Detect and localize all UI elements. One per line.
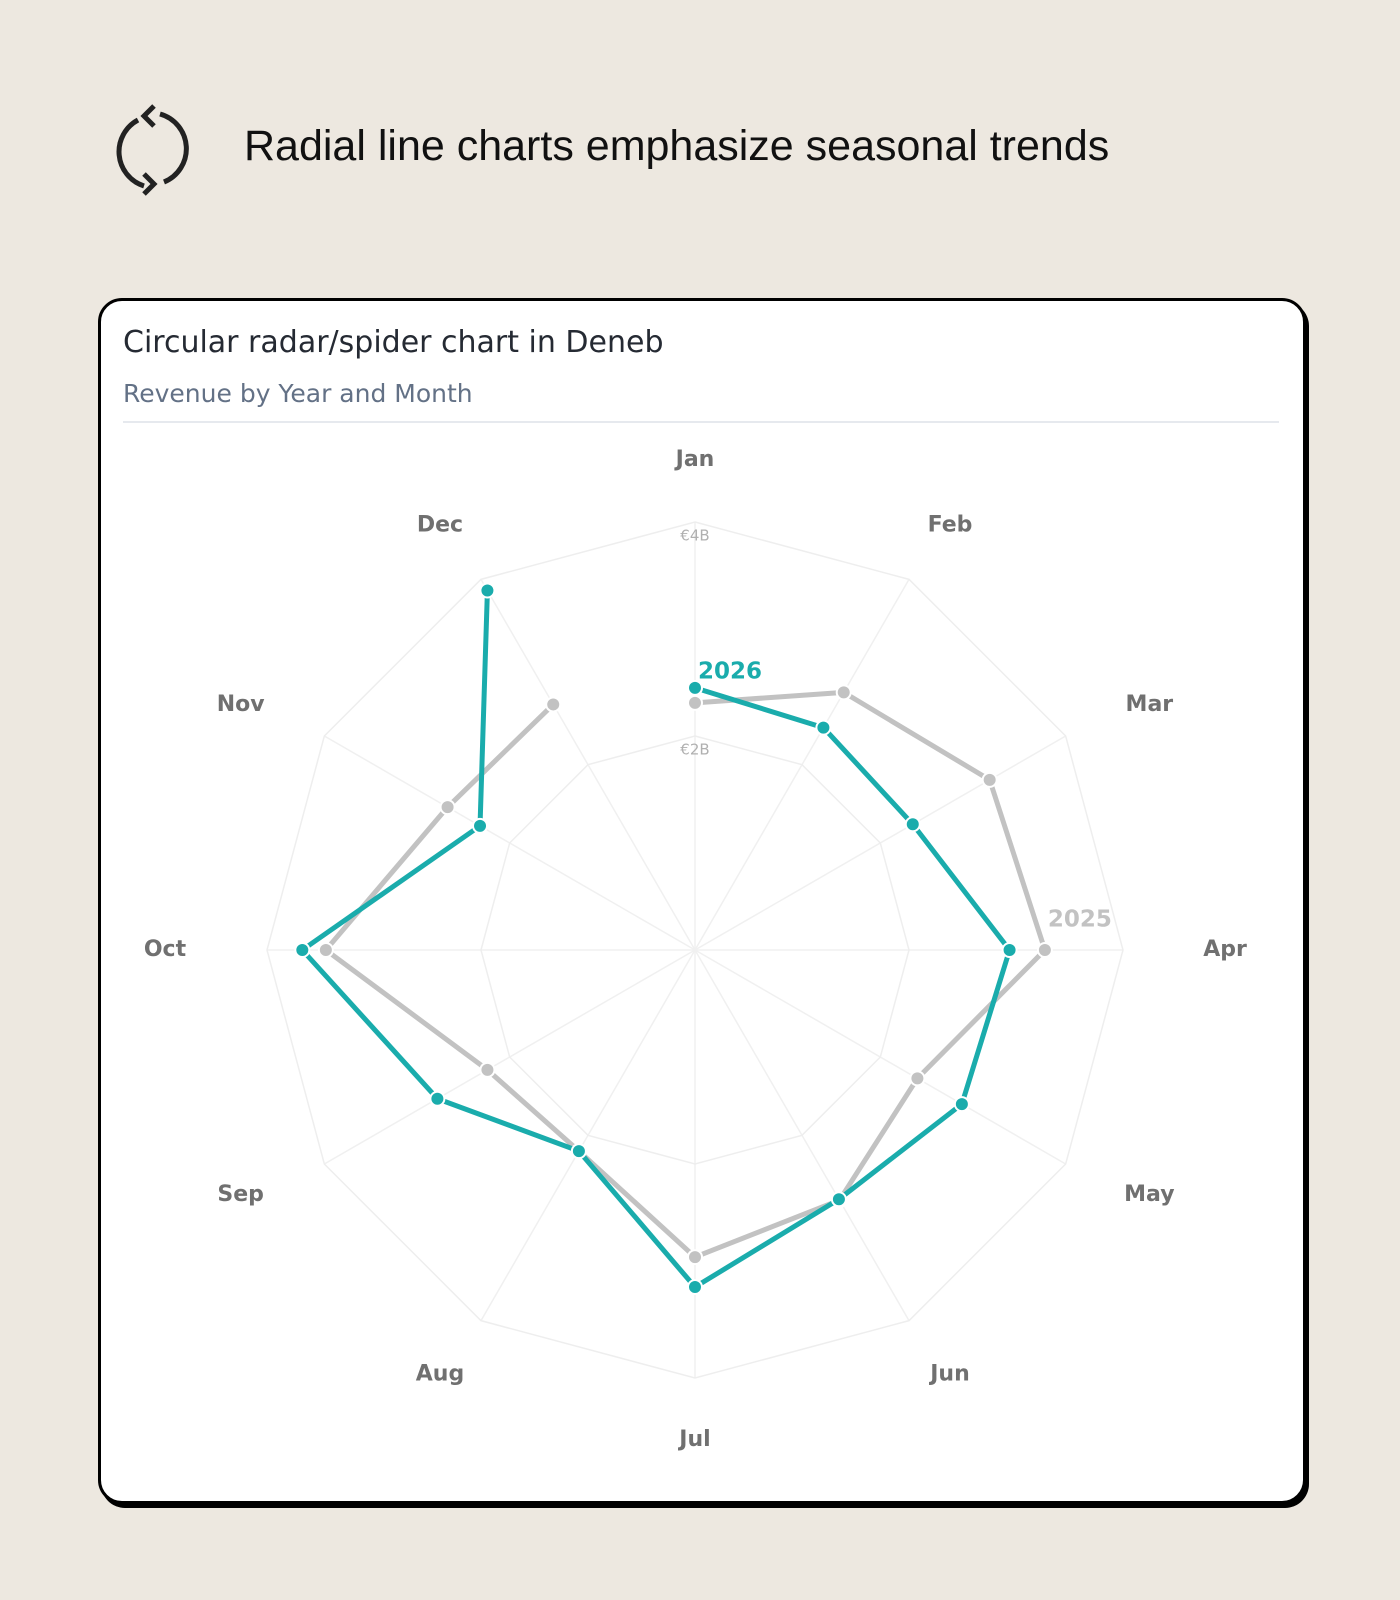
point — [479, 1061, 496, 1078]
point — [294, 942, 311, 958]
axis-label: Mar — [1126, 692, 1174, 717]
point — [479, 582, 496, 599]
r-tick-label: €4B — [680, 527, 709, 545]
series-line — [323, 689, 1048, 1260]
r-tick-label: €2B — [680, 741, 709, 759]
point — [472, 817, 489, 834]
point — [687, 1249, 703, 1266]
point — [981, 771, 998, 788]
point — [429, 1090, 446, 1107]
point — [1036, 942, 1053, 958]
axis-label: Aug — [416, 1361, 464, 1386]
point — [1001, 942, 1018, 958]
point — [835, 684, 852, 701]
axis-label: Jun — [928, 1361, 970, 1386]
chart-title: Circular radar/spider chart in Deneb — [123, 325, 664, 360]
point — [953, 1096, 970, 1113]
point — [317, 942, 334, 958]
axis-label: Oct — [144, 937, 187, 962]
axis-label: Dec — [417, 513, 463, 538]
axis-label: Jul — [677, 1427, 710, 1452]
point — [570, 1143, 587, 1160]
point — [439, 799, 456, 816]
series-line — [299, 590, 1013, 1290]
grid-ring — [266, 521, 1124, 1379]
point — [904, 816, 921, 833]
axis-label: Apr — [1203, 937, 1247, 962]
chart-card: Circular radar/spider chart in Deneb Rev… — [98, 298, 1306, 1504]
divider — [123, 421, 1279, 423]
series-label: 2025 — [1048, 907, 1112, 933]
point — [545, 696, 562, 713]
axis-label: Nov — [217, 692, 266, 717]
axis-label: Jan — [674, 447, 715, 472]
point — [687, 1279, 703, 1296]
axis-label: Sep — [217, 1182, 264, 1207]
point — [687, 694, 703, 711]
point — [815, 719, 832, 736]
axis-label: Feb — [928, 513, 973, 538]
page-title: Radial line charts emphasize seasonal tr… — [244, 122, 1110, 170]
point — [830, 1191, 847, 1208]
cycle-icon — [116, 104, 189, 196]
chart: €2B €4B Jan Feb Mar Apr May Jun Jul Aug Sep Oct Nov D… — [144, 447, 1247, 1452]
axis-label: May — [1124, 1182, 1174, 1207]
point — [687, 679, 703, 696]
grid-ring — [480, 735, 910, 1165]
chart-subtitle: Revenue by Year and Month — [123, 379, 473, 408]
series-label: 2026 — [698, 658, 762, 684]
point — [909, 1070, 926, 1087]
